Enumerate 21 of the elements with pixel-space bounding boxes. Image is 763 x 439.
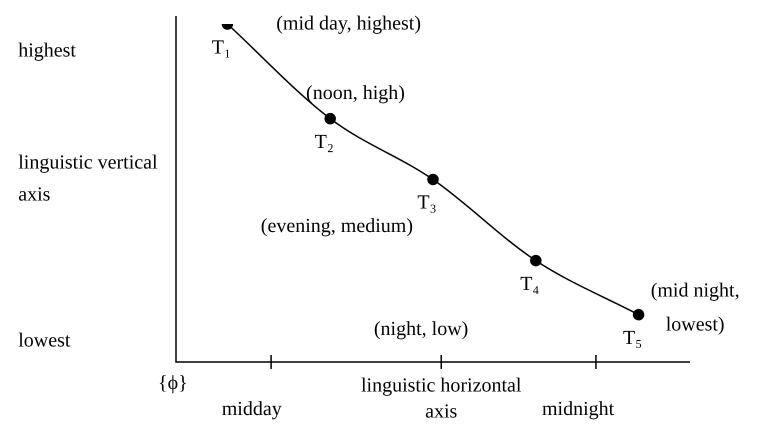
annotation: (mid night, lowest) xyxy=(650,279,740,336)
point xyxy=(324,112,336,124)
annotation: T₂ xyxy=(314,130,334,153)
annotation: (night, low) xyxy=(374,318,468,340)
x-axis-title: linguistic horizontal axis xyxy=(360,374,522,422)
annotation: (mid day, highest) xyxy=(276,12,422,34)
annotation: (evening, medium) xyxy=(260,215,413,238)
y-axis-title: linguistic vertical axis xyxy=(18,152,158,206)
text: lowest xyxy=(18,329,71,352)
text: midnight xyxy=(542,398,615,420)
annotation: (noon, high) xyxy=(306,82,405,104)
text: highest xyxy=(18,39,76,62)
point xyxy=(530,254,542,266)
annotation: T₄ xyxy=(520,272,540,295)
annotation: T₅ xyxy=(623,326,642,349)
annotation: T₁ xyxy=(212,36,231,58)
text: {ϕ} xyxy=(158,372,188,394)
point xyxy=(427,174,439,186)
annotation: T₃ xyxy=(417,192,437,214)
point xyxy=(632,308,644,320)
text: midday xyxy=(222,398,282,420)
